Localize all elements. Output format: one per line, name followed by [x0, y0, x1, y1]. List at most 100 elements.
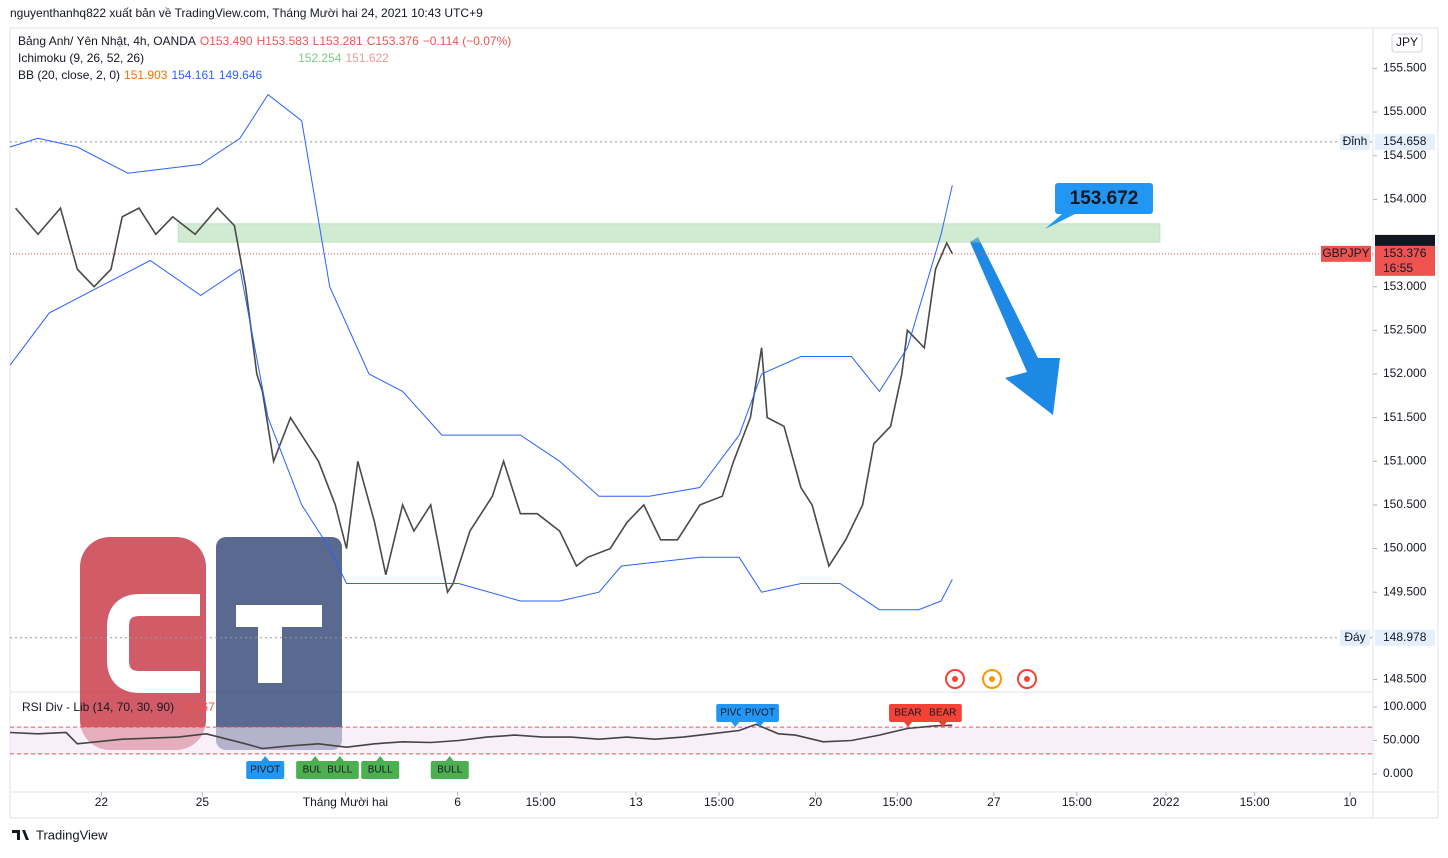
signal-tag	[430, 761, 469, 779]
x-tick-label: 15:00	[526, 795, 556, 809]
signal-pointer	[376, 756, 385, 761]
x-tick-label: 6	[454, 795, 461, 809]
x-tick-label: 15:00	[1240, 795, 1270, 809]
low-name: Đáy	[1344, 630, 1365, 644]
last-label: 153.376	[1383, 246, 1427, 260]
legend-ichimoku: Ichimoku (9, 26, 52, 26) 152.254 151.622	[18, 51, 393, 65]
signal-tag	[889, 704, 928, 722]
y-tick-label: 151.500	[1383, 410, 1427, 424]
signal-label: BULL	[327, 765, 352, 776]
indicator-name: RSI Div - Lib (14, 70, 30, 90)	[22, 700, 175, 714]
series-line	[9, 93, 953, 497]
last-box	[1375, 245, 1435, 276]
x-tick-label: 10	[1343, 795, 1357, 809]
indicator-value: 149.646	[218, 68, 263, 82]
x-tick-label: 15:00	[882, 795, 912, 809]
signal-pointer	[904, 722, 913, 727]
signal-pointer	[755, 722, 764, 727]
signal-label: BULL	[368, 765, 393, 776]
x-tick-label: Tháng Mười hai	[303, 795, 388, 809]
scale-label-bg	[1340, 629, 1370, 646]
signal-pointer	[445, 756, 454, 761]
frame	[9, 27, 1439, 819]
high-name: Đỉnh	[1343, 134, 1368, 148]
signal-tag	[320, 761, 359, 779]
attribution: nguyenthanhq822 xuất bản về TradingView.…	[10, 6, 483, 20]
legend-bb: BB (20, close, 2, 0) 151.903 154.161 149.64…	[18, 68, 266, 82]
symbol-title: Bảng Anh/ Yên Nhật, 4h, OANDA	[18, 34, 196, 48]
high-label: 154.658	[1383, 134, 1427, 148]
tv-logo	[12, 830, 29, 840]
signal-pointer	[261, 756, 270, 761]
y-tick-label: 150.500	[1383, 497, 1427, 511]
signal-label: BEAR	[894, 708, 921, 719]
ohlc-value: C153.376	[366, 34, 419, 48]
scale-label-bg	[1375, 629, 1435, 646]
ohlc-value: O153.490	[199, 34, 253, 48]
y-tick-label: 154.000	[1383, 192, 1427, 206]
signal-label: PIVOT	[250, 765, 280, 776]
signal-pointer	[311, 756, 320, 761]
signal-label: PIVOT	[720, 708, 750, 719]
series-line	[9, 259, 953, 611]
x-tick-label: 13	[629, 795, 643, 809]
x-tick-label: 20	[809, 795, 823, 809]
symbol-box	[1321, 245, 1371, 262]
countdown: 16:55	[1383, 261, 1413, 275]
currency-box	[1391, 33, 1423, 53]
indicator-value: 151.622	[345, 51, 389, 65]
indicator-name: Ichimoku (9, 26, 52, 26)	[18, 51, 145, 65]
currency: JPY	[1396, 35, 1418, 49]
signal-tag	[361, 761, 400, 779]
ohlc-value: L153.281	[312, 34, 363, 48]
x-tick-label: 15:00	[1062, 795, 1092, 809]
y-tick-label: 154.500	[1383, 148, 1427, 162]
signal-pointer	[731, 722, 740, 727]
signal-tag	[740, 704, 779, 722]
y-tick-label: 153.000	[1383, 279, 1427, 293]
event-icons	[945, 669, 1037, 689]
signal-tag	[246, 761, 285, 779]
target-tail	[1045, 214, 1075, 229]
y-tick-label: 148.500	[1383, 672, 1427, 686]
logo	[80, 537, 342, 750]
y-tick-label: 155.000	[1383, 104, 1427, 118]
down-arrow	[970, 237, 1060, 415]
indicator-value: 154.161	[171, 68, 215, 82]
indicator-name: BB (20, close, 2, 0)	[18, 68, 121, 82]
y-tick-label: 150.000	[1383, 541, 1427, 555]
y-tick-label: 0.000	[1383, 766, 1413, 780]
signal-label: PIVOT	[745, 708, 775, 719]
signal-label: BULL	[437, 765, 462, 776]
y-tick-label: 155.500	[1383, 61, 1427, 75]
series-line	[14, 206, 954, 595]
x-tick-label: 15:00	[704, 795, 734, 809]
x-tick-label: 2022	[1153, 795, 1180, 809]
signal-tag	[923, 704, 962, 722]
y-tick-label: 100.000	[1383, 699, 1427, 713]
target-label: 153.672	[1070, 188, 1139, 209]
legend-main: Bảng Anh/ Yên Nhật, 4h, OANDA O153.490 H15…	[18, 34, 515, 48]
footer: TradingView	[36, 827, 108, 842]
scale-label-bg	[1340, 133, 1370, 150]
legend-rsi: RSI Div - Lib (14, 70, 30, 90) 72.667	[22, 700, 219, 714]
symbol-label: GBPJPY	[1322, 246, 1369, 260]
indicator-value: 152.254	[298, 51, 342, 65]
signal-pointer	[938, 722, 947, 727]
series-line	[9, 723, 953, 750]
y-tick-label: 151.000	[1383, 453, 1427, 467]
target-box	[1055, 183, 1153, 214]
x-tick-label: 25	[196, 795, 210, 809]
y-tick-label: 152.000	[1383, 366, 1427, 380]
y-tick-label: 152.500	[1383, 322, 1427, 336]
x-tick-label: 27	[987, 795, 1001, 809]
signal-label: BULL	[303, 765, 328, 776]
y-tick-label: 149.500	[1383, 584, 1427, 598]
low-label: 148.978	[1383, 630, 1427, 644]
resistance-zone	[177, 223, 1161, 243]
ohlc-value: H153.583	[256, 34, 309, 48]
ohlc-value: −0.114 (−0.07%)	[422, 34, 512, 48]
indicator-value: 72.667	[178, 700, 215, 714]
